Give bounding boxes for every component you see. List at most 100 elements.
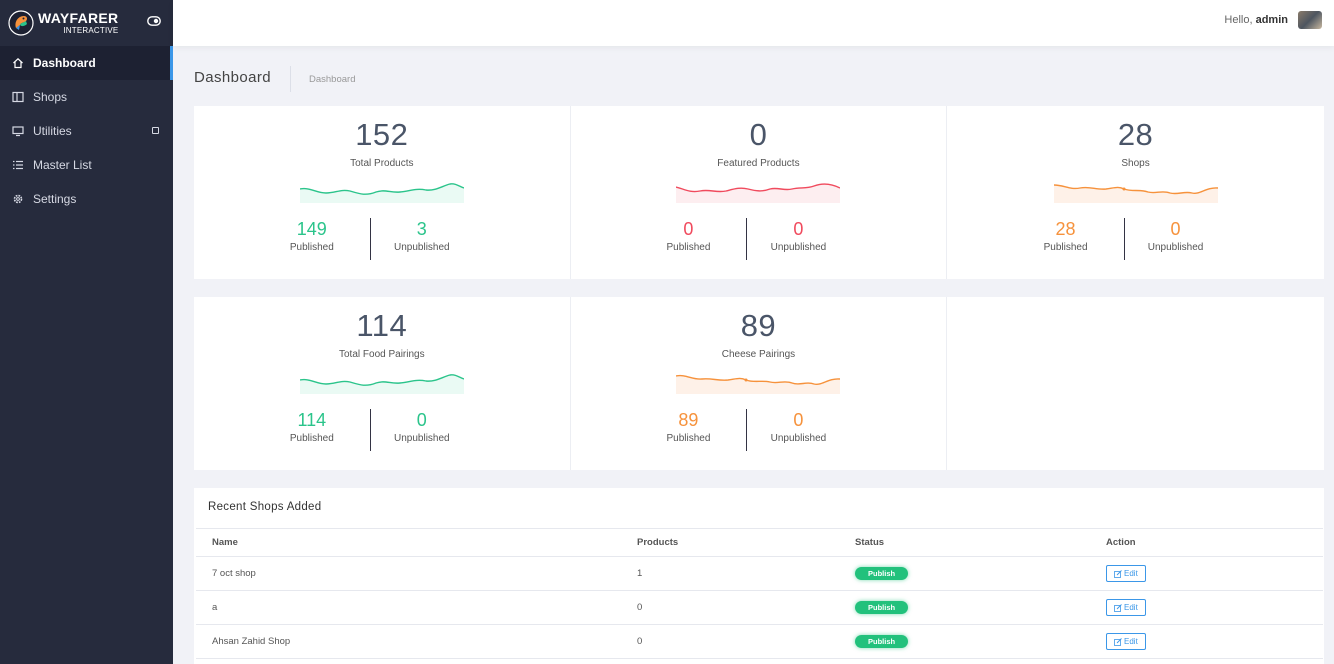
unpublished-count: 0 (793, 219, 804, 239)
sparkline-icon (299, 183, 464, 203)
sidebar-item-settings[interactable]: Settings (0, 182, 173, 216)
brand[interactable]: WAYFARER INTERACTIVE (0, 0, 173, 46)
title-divider (290, 66, 291, 92)
edit-label: Edit (1124, 569, 1138, 578)
sidebar: WAYFARER INTERACTIVE Dashboard Shops Uti… (0, 0, 173, 664)
column-header-action: Action (1106, 528, 1323, 557)
stat-label: Cheese Pairings (721, 349, 796, 360)
stat-label: Featured Products (717, 158, 800, 169)
sidebar-item-shops[interactable]: Shops (0, 80, 173, 114)
status-badge: Publish (855, 601, 909, 614)
brand-name: WAYFARER (38, 10, 119, 26)
edit-icon (1114, 637, 1122, 646)
stat-label: Total Products (350, 158, 414, 169)
expand-indicator-icon[interactable] (152, 127, 159, 134)
unpublished-caption: Unpublished (1147, 242, 1204, 253)
sidebar-item-label: Master List (33, 158, 92, 172)
recent-shops-title: Recent Shops Added (208, 501, 322, 513)
sidebar-item-label: Utilities (33, 124, 72, 138)
stat-value: 152 (355, 117, 409, 152)
published-caption: Published (289, 242, 334, 253)
sidebar-item-label: Settings (33, 192, 77, 206)
stats-row-2: 114 Total Food Pairings 114 Published 0 … (194, 297, 1324, 470)
unpublished-caption: Unpublished (394, 433, 450, 444)
topbar: Hello, admin (173, 0, 1334, 46)
unpublished-count: 3 (416, 219, 427, 239)
edit-button[interactable]: Edit (1106, 599, 1146, 616)
stat-label: Shops (1121, 158, 1150, 169)
stat-label: Total Food Pairings (339, 349, 425, 360)
list-icon (13, 160, 23, 170)
user-greeting[interactable]: Hello, admin (1224, 14, 1288, 26)
stat-card-featured-products: 0 Featured Products 0 Published 0 Unpubl… (571, 106, 948, 279)
published-caption: Published (666, 242, 711, 253)
sparkline-icon (299, 374, 464, 394)
stat-card-cheese-pairings: 89 Cheese Pairings 89 Published 0 Unpubl… (571, 297, 948, 470)
unpublished-caption: Unpublished (394, 242, 450, 253)
columns-icon (12, 91, 24, 103)
published-count: 114 (297, 410, 327, 430)
sparkline-icon (676, 374, 841, 394)
sidebar-item-label: Dashboard (33, 56, 96, 70)
status-badge: Publish (855, 635, 909, 648)
published-count: 28 (1055, 219, 1076, 239)
toggle-icon[interactable] (147, 16, 161, 26)
column-header-products: Products (637, 528, 855, 557)
table-row: a 0 Publish Edit (196, 590, 1323, 625)
brand-subtitle: INTERACTIVE (63, 26, 119, 35)
action-cell: Edit (1106, 590, 1323, 625)
published-caption: Published (666, 433, 711, 444)
action-cell: Edit (1106, 556, 1323, 591)
split-divider (369, 409, 371, 451)
published-count: 149 (296, 219, 327, 239)
unpublished-count: 0 (793, 410, 804, 430)
stat-card-total-food-pairings: 114 Total Food Pairings 114 Published 0 … (194, 297, 571, 470)
status-cell: Publish (855, 556, 1106, 591)
sidebar-item-dashboard[interactable]: Dashboard (0, 46, 173, 80)
gear-icon (13, 194, 23, 204)
edit-icon (1114, 569, 1122, 578)
sidebar-item-master-list[interactable]: Master List (0, 148, 173, 182)
sidebar-item-label: Shops (33, 90, 68, 104)
stat-card-empty (947, 297, 1324, 470)
split-divider (369, 218, 371, 260)
unpublished-caption: Unpublished (770, 242, 827, 253)
split-divider (746, 409, 748, 451)
status-cell: Publish (855, 590, 1106, 625)
edit-label: Edit (1124, 637, 1138, 646)
edit-button[interactable]: Edit (1106, 565, 1146, 582)
status-badge: Publish (855, 567, 909, 580)
column-header-name: Name (196, 528, 637, 557)
shop-products: 0 (637, 624, 855, 659)
user-name: admin (1255, 14, 1288, 26)
column-header-status: Status (855, 528, 1106, 557)
table-row: 7 oct shop 1 Publish Edit (196, 556, 1323, 591)
avatar[interactable] (1298, 11, 1322, 29)
unpublished-caption: Unpublished (770, 433, 827, 444)
table-row: Ahsan Zahid Shop 0 Publish Edit (196, 624, 1323, 659)
action-cell: Edit (1106, 624, 1323, 659)
stat-value: 114 (356, 308, 408, 343)
edit-icon (1114, 603, 1122, 612)
breadcrumb[interactable]: Dashboard (309, 74, 356, 85)
unpublished-count: 0 (416, 410, 427, 430)
split-divider (746, 218, 748, 260)
status-cell: Publish (855, 624, 1106, 659)
unpublished-count: 0 (1170, 219, 1181, 239)
edit-button[interactable]: Edit (1106, 633, 1146, 650)
split-divider (1123, 218, 1125, 260)
home-icon (13, 57, 23, 69)
published-count: 0 (683, 219, 694, 239)
stat-value: 0 (749, 117, 768, 152)
published-caption: Published (289, 433, 334, 444)
monitor-icon (12, 126, 24, 137)
sparkline-icon (676, 183, 841, 203)
page-title: Dashboard (194, 69, 271, 86)
recent-shops-card: Recent Shops Added Name Products Status … (194, 488, 1324, 664)
shop-name: Ahsan Zahid Shop (196, 624, 637, 659)
shop-products: 1 (637, 556, 855, 591)
greeting-text: Hello, (1224, 14, 1253, 26)
stats-row-1: 152 Total Products 149 Published 3 Unpub… (194, 106, 1324, 279)
sidebar-item-utilities[interactable]: Utilities (0, 114, 173, 148)
sidebar-nav: Dashboard Shops Utilities Master List Se… (0, 46, 173, 216)
